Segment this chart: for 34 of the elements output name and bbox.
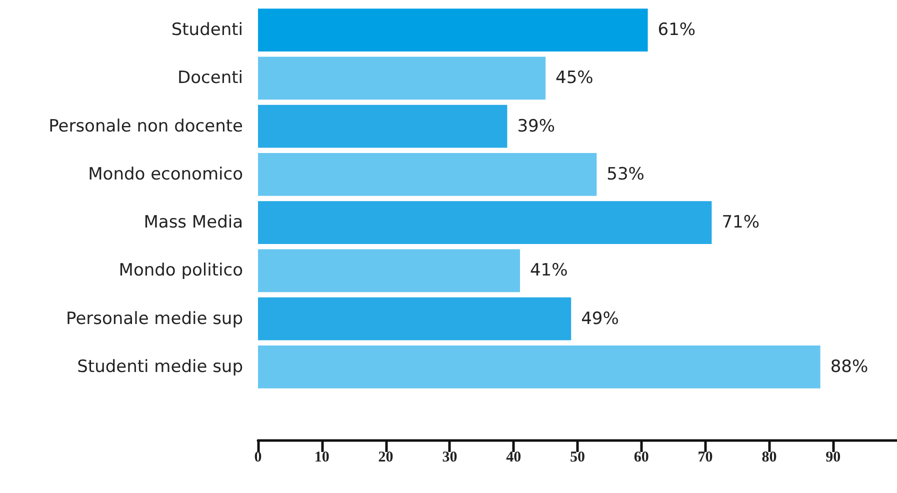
x-tick-label: 0: [254, 450, 262, 466]
bar: [258, 346, 820, 388]
y-tick-label: Docenti: [178, 68, 243, 88]
data-label: 39%: [517, 116, 556, 136]
x-tick-label: 10: [314, 450, 330, 466]
x-tick-label: 80: [762, 450, 777, 466]
x-tick-label: 90: [826, 450, 841, 466]
y-tick-label: Mondo economico: [88, 164, 243, 184]
y-tick-label: Studenti: [171, 20, 243, 40]
bar: [258, 8, 648, 52]
x-tick-label: 70: [698, 450, 713, 466]
data-label: 41%: [530, 260, 568, 281]
bar: [258, 56, 546, 100]
y-tick-label: Personale non docente: [48, 116, 243, 136]
x-tick-label: 50: [570, 450, 585, 466]
data-label: 61%: [658, 20, 696, 40]
bar: [258, 201, 712, 244]
data-label: 49%: [581, 308, 619, 329]
bar: [258, 104, 508, 148]
x-tick-label: 60: [634, 450, 649, 466]
data-label: 88%: [830, 356, 868, 377]
x-tick-label: 30: [442, 450, 458, 466]
data-label: 53%: [606, 164, 644, 184]
x-tick-label: 20: [378, 450, 394, 466]
x-tick-label: 40: [506, 450, 522, 466]
bar: [258, 297, 572, 340]
y-tick-label: Personale medie sup: [66, 308, 243, 329]
y-tick-label: Mass Media: [144, 212, 243, 233]
bar: [258, 249, 520, 292]
data-label: 71%: [722, 212, 760, 233]
data-label: 45%: [556, 68, 594, 88]
bar: [258, 153, 597, 196]
y-tick-label: Mondo politico: [118, 260, 243, 281]
y-tick-label: Studenti medie sup: [77, 356, 243, 377]
